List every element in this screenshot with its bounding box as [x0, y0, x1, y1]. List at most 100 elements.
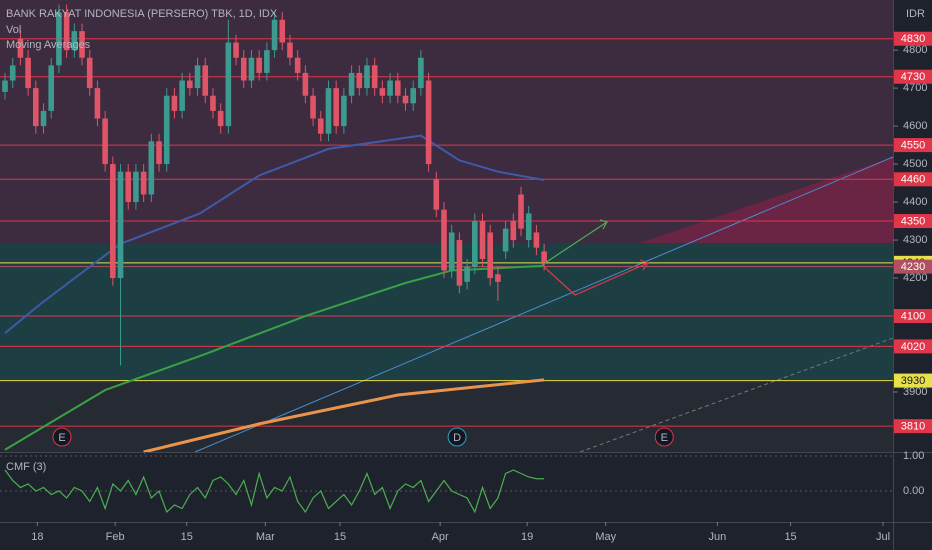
candle-body [256, 57, 262, 73]
candle-body [356, 72, 363, 89]
candle-body [310, 95, 316, 119]
price-level-badge [894, 172, 932, 187]
candle-body [33, 88, 39, 127]
candle-body [63, 12, 70, 51]
candle-body [48, 65, 55, 111]
cmf-tick-label: 0.00 [903, 485, 924, 497]
candle-body [86, 57, 93, 89]
price-level-label: 4830 [901, 33, 925, 45]
indicator: Vol [6, 24, 21, 36]
candle-body [510, 221, 517, 241]
candle-body [125, 171, 132, 203]
candle-body [487, 232, 494, 279]
candle-body [271, 19, 278, 51]
x-tick-label: May [595, 531, 616, 543]
candle-body [418, 57, 424, 89]
y-tick-label: 4600 [903, 120, 927, 132]
price-level-badge [894, 339, 932, 354]
candle-body [140, 171, 147, 195]
green-arrow-head [599, 219, 608, 230]
candle-body [464, 266, 470, 282]
red-arrow-head [639, 259, 649, 271]
candle-body [541, 251, 547, 263]
candle-body [202, 65, 209, 96]
candle-body [533, 232, 540, 248]
candle-body [387, 80, 393, 96]
event-marker [654, 427, 674, 447]
resistance-zone [0, 0, 893, 243]
candle-body [133, 171, 139, 203]
cmf-title: CMF (3) [6, 461, 46, 473]
candle-body [248, 57, 255, 81]
x-tick-label: Jul [876, 531, 890, 543]
y-tick-label: 4300 [903, 234, 927, 246]
price-level-label: 4730 [901, 71, 925, 83]
price-level-label: 4350 [901, 215, 925, 227]
y-tick-label: 4500 [903, 158, 927, 170]
candle-body [441, 209, 447, 271]
candle-body [364, 65, 370, 89]
trend-line [194, 156, 894, 453]
candle-body [317, 118, 324, 134]
candle-body [472, 221, 478, 267]
y-tick-label: 4700 [903, 82, 927, 94]
candle-body [148, 141, 155, 195]
candle-body [102, 118, 108, 165]
candle-body [225, 42, 232, 127]
candle-body [410, 88, 416, 104]
y-tick-label: 4800 [903, 44, 927, 56]
lower-zone [0, 380, 893, 452]
candle-body [210, 95, 216, 111]
y-tick-label: 3900 [903, 386, 927, 398]
x-tick-label: 15 [784, 531, 796, 543]
candle-body [2, 80, 8, 92]
candle-body [502, 228, 509, 252]
x-tick-label: 19 [521, 531, 533, 543]
candle-body [9, 65, 16, 81]
price-level-badge [894, 309, 932, 324]
candle-body [40, 110, 47, 127]
candle-body [163, 95, 170, 165]
candle-body [425, 80, 432, 165]
indicator: Moving Averages [6, 39, 91, 51]
red-arrow [541, 262, 649, 296]
candle-body [110, 164, 116, 279]
moving-average [4, 134, 545, 334]
candle-body [333, 88, 339, 127]
candle-body [94, 88, 101, 119]
price-level-badge [894, 31, 932, 46]
event-marker [447, 427, 467, 447]
moving-average [143, 378, 545, 454]
candle-body [217, 110, 224, 127]
price-level-label: 4460 [901, 174, 925, 186]
candle-body [279, 19, 286, 43]
x-tick-label: 18 [31, 531, 43, 543]
cmf-line [4, 469, 545, 514]
candle-body [525, 213, 532, 241]
x-tick-label: 15 [181, 531, 193, 543]
candle-body [456, 240, 463, 286]
event-label: E [661, 432, 668, 444]
candle-body [495, 274, 501, 282]
price-level-badge [894, 69, 932, 84]
event-marker [52, 427, 72, 447]
candle-body [402, 95, 409, 104]
chart-title: BANK RAKYAT INDONESIA (PERSERO) TBK, 1D,… [6, 8, 278, 20]
price-level-badge [894, 419, 932, 434]
candle-body [56, 12, 62, 66]
candle-body [240, 57, 247, 81]
y-tick-label: 4200 [903, 272, 927, 284]
price-level-label: 4550 [901, 140, 925, 152]
candle-body [187, 80, 193, 89]
candle-body [179, 80, 185, 111]
candle-body [341, 95, 347, 127]
cmf-tick-label: 1.00 [903, 450, 924, 462]
candle-body [264, 50, 270, 73]
candle-body [17, 38, 24, 58]
event-label: E [58, 432, 65, 444]
candle-body [302, 72, 309, 96]
price-level-badge [894, 373, 932, 388]
candle-body [194, 65, 201, 89]
price-level-label: 4230 [901, 261, 925, 273]
